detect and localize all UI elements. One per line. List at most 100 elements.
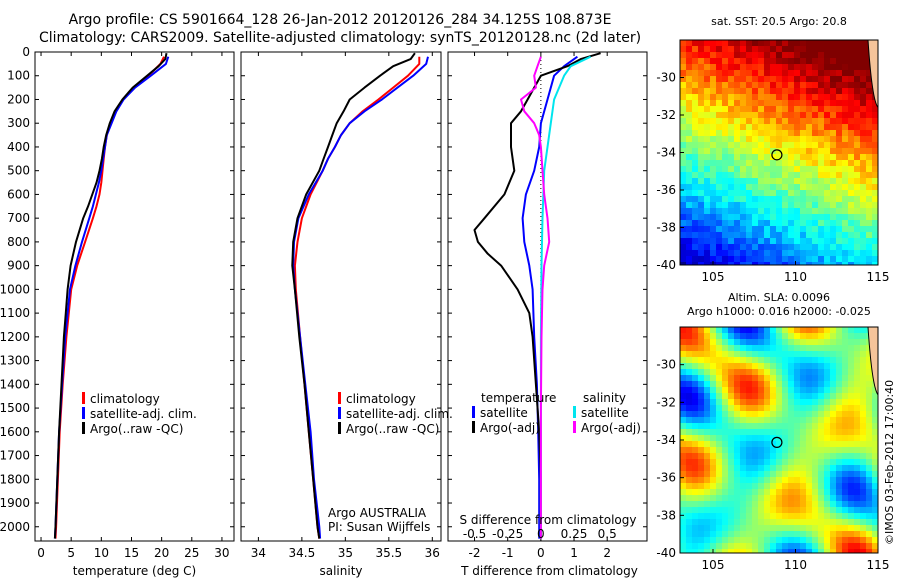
diff-legend-salinity-swatch xyxy=(573,421,576,433)
sdiff-axis-label: S difference from climatology xyxy=(460,513,637,527)
depth-tick-label: 1400 xyxy=(0,377,30,391)
depth-tick-label: 400 xyxy=(7,140,30,154)
map-1-float-marker xyxy=(771,149,783,161)
sdiff-tick-label: -0.5 xyxy=(463,527,486,541)
map-1-lat-label: -32 xyxy=(656,108,676,122)
salinity-legend-label: climatology xyxy=(346,392,416,406)
salinity-legend-swatch xyxy=(338,392,341,404)
salinity-tick-label: 36 xyxy=(425,546,440,560)
depth-tick-label: 1800 xyxy=(0,472,30,486)
depth-tick-label: 1600 xyxy=(0,425,30,439)
map-1-lon-label: 115 xyxy=(867,270,890,284)
map-2-lat-label: -38 xyxy=(656,508,676,522)
tdiff-tick-label: 0 xyxy=(537,546,545,560)
temperature-tick-label: 10 xyxy=(94,546,109,560)
figure-title-line1: Argo profile: CS 5901664_128 26-Jan-2012… xyxy=(68,12,612,28)
diff-legend-salinity-heading: salinity xyxy=(583,391,626,405)
temperature-legend-swatch xyxy=(82,422,85,434)
map-1-title: sat. SST: 20.5 Argo: 20.8 xyxy=(711,15,847,28)
map-2-lat-label: -30 xyxy=(656,358,676,372)
depth-tick-label: 1500 xyxy=(0,401,30,415)
depth-tick-label: 700 xyxy=(7,211,30,225)
salinity-tick-label: 35 xyxy=(338,546,353,560)
plot-frame-1 xyxy=(34,51,235,542)
map-1-lon-label: 110 xyxy=(784,270,807,284)
tdiff-tick-label: -2 xyxy=(469,546,481,560)
map-1-lat-label: -30 xyxy=(656,71,676,85)
diff-series-sal-argo xyxy=(520,56,551,539)
tdiff-axis-label: T difference from climatology xyxy=(460,564,638,578)
credit-annotation: PI: Susan Wijffels xyxy=(328,520,430,534)
salinity-legend-label: satellite-adj. clim. xyxy=(346,407,453,421)
diff-legend-temperature-label: satellite xyxy=(480,406,528,420)
salinity-tick-label: 35.5 xyxy=(375,546,402,560)
diff-legend-temperature-label: Argo(-adj) xyxy=(480,421,540,435)
salinity-tick-label: 34.5 xyxy=(289,546,316,560)
temperature-tick-label: 0 xyxy=(37,546,45,560)
diff-series-temp-argo xyxy=(473,52,601,539)
temperature-legend-swatch xyxy=(82,407,85,419)
depth-tick-label: 1900 xyxy=(0,496,30,510)
temperature-series-argo xyxy=(53,53,168,539)
depth-tick-label: 2000 xyxy=(0,520,30,534)
depth-tick-label: 1700 xyxy=(0,449,30,463)
map-2-lat-label: -34 xyxy=(656,433,676,447)
depth-tick-label: 1000 xyxy=(0,282,30,296)
sdiff-tick-label: 0.5 xyxy=(598,527,617,541)
depth-tick-label: 600 xyxy=(7,187,30,201)
depth-tick-label: 300 xyxy=(7,116,30,130)
salinity-legend-swatch xyxy=(338,407,341,419)
map-1-lat-label: -40 xyxy=(656,258,676,272)
figure-title-line2: Climatology: CARS2009. Satellite-adjuste… xyxy=(38,30,642,46)
temperature-axis-label: temperature (deg C) xyxy=(73,564,196,578)
map-2-lon-label: 110 xyxy=(784,558,807,572)
diff-legend-salinity-label: Argo(-adj) xyxy=(581,421,641,435)
depth-tick-label: 500 xyxy=(7,164,30,178)
sdiff-tick-label: 0.25 xyxy=(561,527,588,541)
map-2-title: Altim. SLA: 0.0096 xyxy=(728,291,830,304)
tdiff-tick-label: 2 xyxy=(603,546,611,560)
map-2-lat-label: -40 xyxy=(656,546,676,560)
sdiff-tick-label: 0 xyxy=(537,527,545,541)
map-1-lat-label: -34 xyxy=(656,146,676,160)
temperature-legend-label: climatology xyxy=(90,392,160,406)
diff-legend-temperature-swatch xyxy=(472,421,475,433)
map-1-lat-label: -36 xyxy=(656,183,676,197)
plot-frame-2 xyxy=(240,51,442,542)
tdiff-tick-label: 1 xyxy=(570,546,578,560)
map-2-lat-label: -32 xyxy=(656,395,676,409)
temperature-series-satellite xyxy=(53,56,170,539)
depth-tick-label: 800 xyxy=(7,235,30,249)
depth-tick-label: 1300 xyxy=(0,354,30,368)
diff-legend-temperature-heading: temperature xyxy=(481,391,556,405)
temperature-tick-label: 25 xyxy=(184,546,199,560)
depth-tick-label: 200 xyxy=(7,92,30,106)
salinity-legend-label: Argo(..raw -QC) xyxy=(346,422,439,436)
map-2-float-marker xyxy=(771,436,783,448)
map-2-lat-label: -36 xyxy=(656,471,676,485)
credit-annotation: Argo AUSTRALIA xyxy=(328,506,427,520)
map-2-lon-label: 115 xyxy=(867,558,890,572)
sdiff-tick-label: -0.25 xyxy=(492,527,523,541)
map-1-lat-label: -38 xyxy=(656,221,676,235)
temperature-legend-label: Argo(..raw -QC) xyxy=(90,422,183,436)
watermark: ©IMOS 03-Feb-2012 17:00:40 xyxy=(883,380,896,545)
diff-legend-temperature-swatch xyxy=(472,406,475,418)
map-2-field xyxy=(680,327,878,553)
depth-tick-label: 900 xyxy=(7,259,30,273)
depth-tick-label: 1200 xyxy=(0,330,30,344)
diff-series-temp-satellite xyxy=(521,55,578,539)
salinity-legend-swatch xyxy=(338,422,341,434)
map-2-subtitle: Argo h1000: 0.016 h2000: -0.025 xyxy=(687,305,871,318)
tdiff-tick-label: -1 xyxy=(502,546,514,560)
depth-tick-label: 0 xyxy=(22,45,30,59)
map-1-field xyxy=(680,40,878,265)
temperature-tick-label: 30 xyxy=(214,546,229,560)
depth-tick-label: 100 xyxy=(7,69,30,83)
diff-series-sal-satellite xyxy=(539,55,592,539)
map-1-lon-label: 105 xyxy=(702,270,725,284)
depth-tick-label: 1100 xyxy=(0,306,30,320)
diff-legend-salinity-swatch xyxy=(573,406,576,418)
temperature-tick-label: 20 xyxy=(154,546,169,560)
